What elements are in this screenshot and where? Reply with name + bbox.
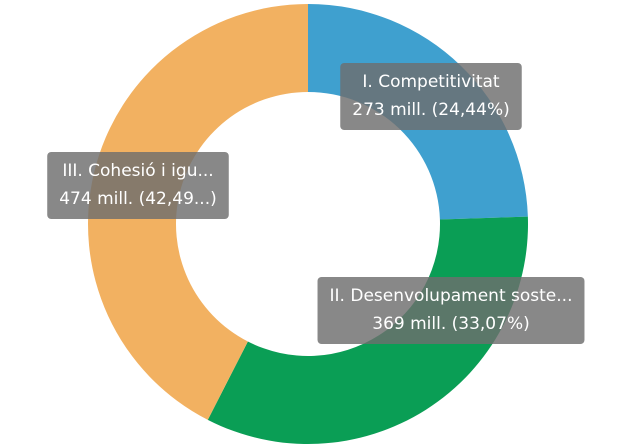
data-label: III. Cohesió i igu... 474 mill. (42,49...…	[47, 152, 229, 219]
label-box	[47, 152, 229, 219]
wedge	[88, 4, 308, 420]
label-box	[317, 277, 585, 344]
value-label: 474 mill. (42,49...)	[59, 189, 217, 209]
category-label: I. Competitivitat	[362, 72, 500, 92]
data-label: II. Desenvolupament soste... 369 mill. (3…	[317, 277, 585, 344]
label-box	[340, 63, 522, 130]
value-label: 369 mill. (33,07%)	[372, 314, 529, 334]
labels: I. Competitivitat 273 mill. (24,44%) II. D…	[47, 63, 585, 344]
wedge	[207, 216, 529, 444]
value-label: 273 mill. (24,44%)	[352, 100, 509, 120]
category-label: II. Desenvolupament soste...	[330, 286, 573, 306]
category-label: III. Cohesió i igu...	[62, 161, 213, 181]
data-label: I. Competitivitat 273 mill. (24,44%)	[340, 63, 522, 130]
